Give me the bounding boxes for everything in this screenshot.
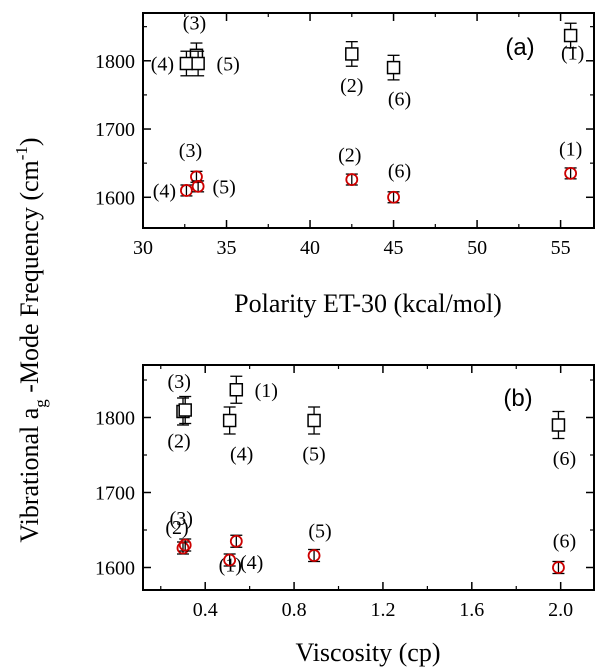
point-label: (5) bbox=[308, 521, 331, 543]
point-label: (2) bbox=[167, 431, 190, 453]
data-point-circle bbox=[307, 549, 321, 562]
point-label: (3) bbox=[168, 371, 191, 393]
x-axis-label: Viscosity (cp) bbox=[295, 638, 440, 667]
point-label: (4) bbox=[230, 444, 253, 466]
point-label: (6) bbox=[553, 448, 576, 470]
point-label: (5) bbox=[212, 176, 235, 198]
data-point-circle bbox=[387, 190, 400, 204]
x-tick-label: 1.6 bbox=[459, 599, 484, 621]
x-tick-label: 45 bbox=[384, 237, 404, 259]
point-label: (3) bbox=[183, 12, 206, 34]
data-point-circle bbox=[180, 184, 193, 197]
data-point-square bbox=[551, 418, 566, 432]
y-axis-label: Vibrational ag -Mode Frequency (cm-1) bbox=[12, 137, 50, 542]
point-label: (6) bbox=[553, 531, 576, 553]
x-tick-label: 0.8 bbox=[282, 599, 307, 621]
point-label: (2) bbox=[340, 75, 363, 97]
data-point-circle bbox=[229, 534, 243, 548]
y-tick-label: 1800 bbox=[95, 408, 135, 430]
x-tick-label: 50 bbox=[467, 237, 487, 259]
y-tick-label: 1600 bbox=[95, 558, 135, 580]
point-label: (6) bbox=[388, 89, 411, 111]
data-point-circle bbox=[552, 561, 565, 574]
point-label: (1) bbox=[255, 380, 278, 402]
x-tick-label: 2.0 bbox=[548, 599, 573, 621]
x-tick-label: 0.4 bbox=[193, 599, 218, 621]
data-point-circle bbox=[564, 166, 578, 180]
data-point-circle bbox=[223, 553, 237, 567]
data-point-square bbox=[229, 383, 244, 397]
point-label: (3) bbox=[179, 140, 202, 162]
point-label: (1) bbox=[561, 43, 584, 65]
data-point-square bbox=[222, 413, 237, 428]
panel-label: (a) bbox=[505, 34, 534, 61]
data-point-circle bbox=[345, 173, 359, 186]
x-tick-label: 40 bbox=[300, 237, 320, 259]
data-point-square bbox=[179, 56, 194, 71]
point-label: (2) bbox=[165, 517, 188, 539]
point-label: (4) bbox=[240, 552, 263, 574]
panel-b: 0.4 0.8 1.2 1.6 2.0 1600 1700 1800 Viscosity (cp… bbox=[95, 364, 595, 667]
panel-a: 30 35 40 45 50 55 1600 1700 1800 Polarity ET-30 (… bbox=[95, 12, 595, 318]
panel-label: (b) bbox=[503, 385, 532, 412]
point-label: (5) bbox=[216, 54, 239, 76]
y-tick-label: 1600 bbox=[95, 187, 135, 209]
point-label: (2) bbox=[338, 145, 361, 167]
data-point-square bbox=[345, 47, 359, 61]
y-tick-label: 1800 bbox=[95, 51, 135, 73]
data-point-circle bbox=[190, 170, 203, 184]
data-point-square bbox=[307, 413, 321, 428]
x-tick-label: 55 bbox=[551, 237, 571, 259]
point-label: (6) bbox=[388, 160, 411, 182]
data-point-square bbox=[191, 56, 205, 71]
data-point-circle bbox=[178, 538, 192, 552]
y-tick-label: 1700 bbox=[95, 119, 135, 141]
y-tick-label: 1700 bbox=[95, 483, 135, 505]
data-point-square bbox=[178, 403, 192, 417]
data-point-circle bbox=[176, 541, 190, 555]
point-label: (4) bbox=[151, 54, 174, 76]
data-point-square bbox=[386, 60, 401, 75]
x-tick-label: 30 bbox=[133, 237, 153, 259]
x-tick-label: 35 bbox=[217, 237, 237, 259]
x-tick-label: 1.2 bbox=[370, 599, 395, 621]
plot-frame bbox=[142, 12, 595, 229]
x-axis-label: Polarity ET-30 (kcal/mol) bbox=[234, 289, 502, 318]
data-point-circle bbox=[191, 179, 205, 193]
plot-frame bbox=[142, 364, 595, 591]
data-point-square bbox=[563, 28, 578, 43]
point-label: (3) bbox=[170, 508, 193, 530]
point-label: (1) bbox=[559, 138, 582, 160]
point-label: (4) bbox=[153, 180, 176, 202]
point-label: (5) bbox=[302, 444, 325, 466]
